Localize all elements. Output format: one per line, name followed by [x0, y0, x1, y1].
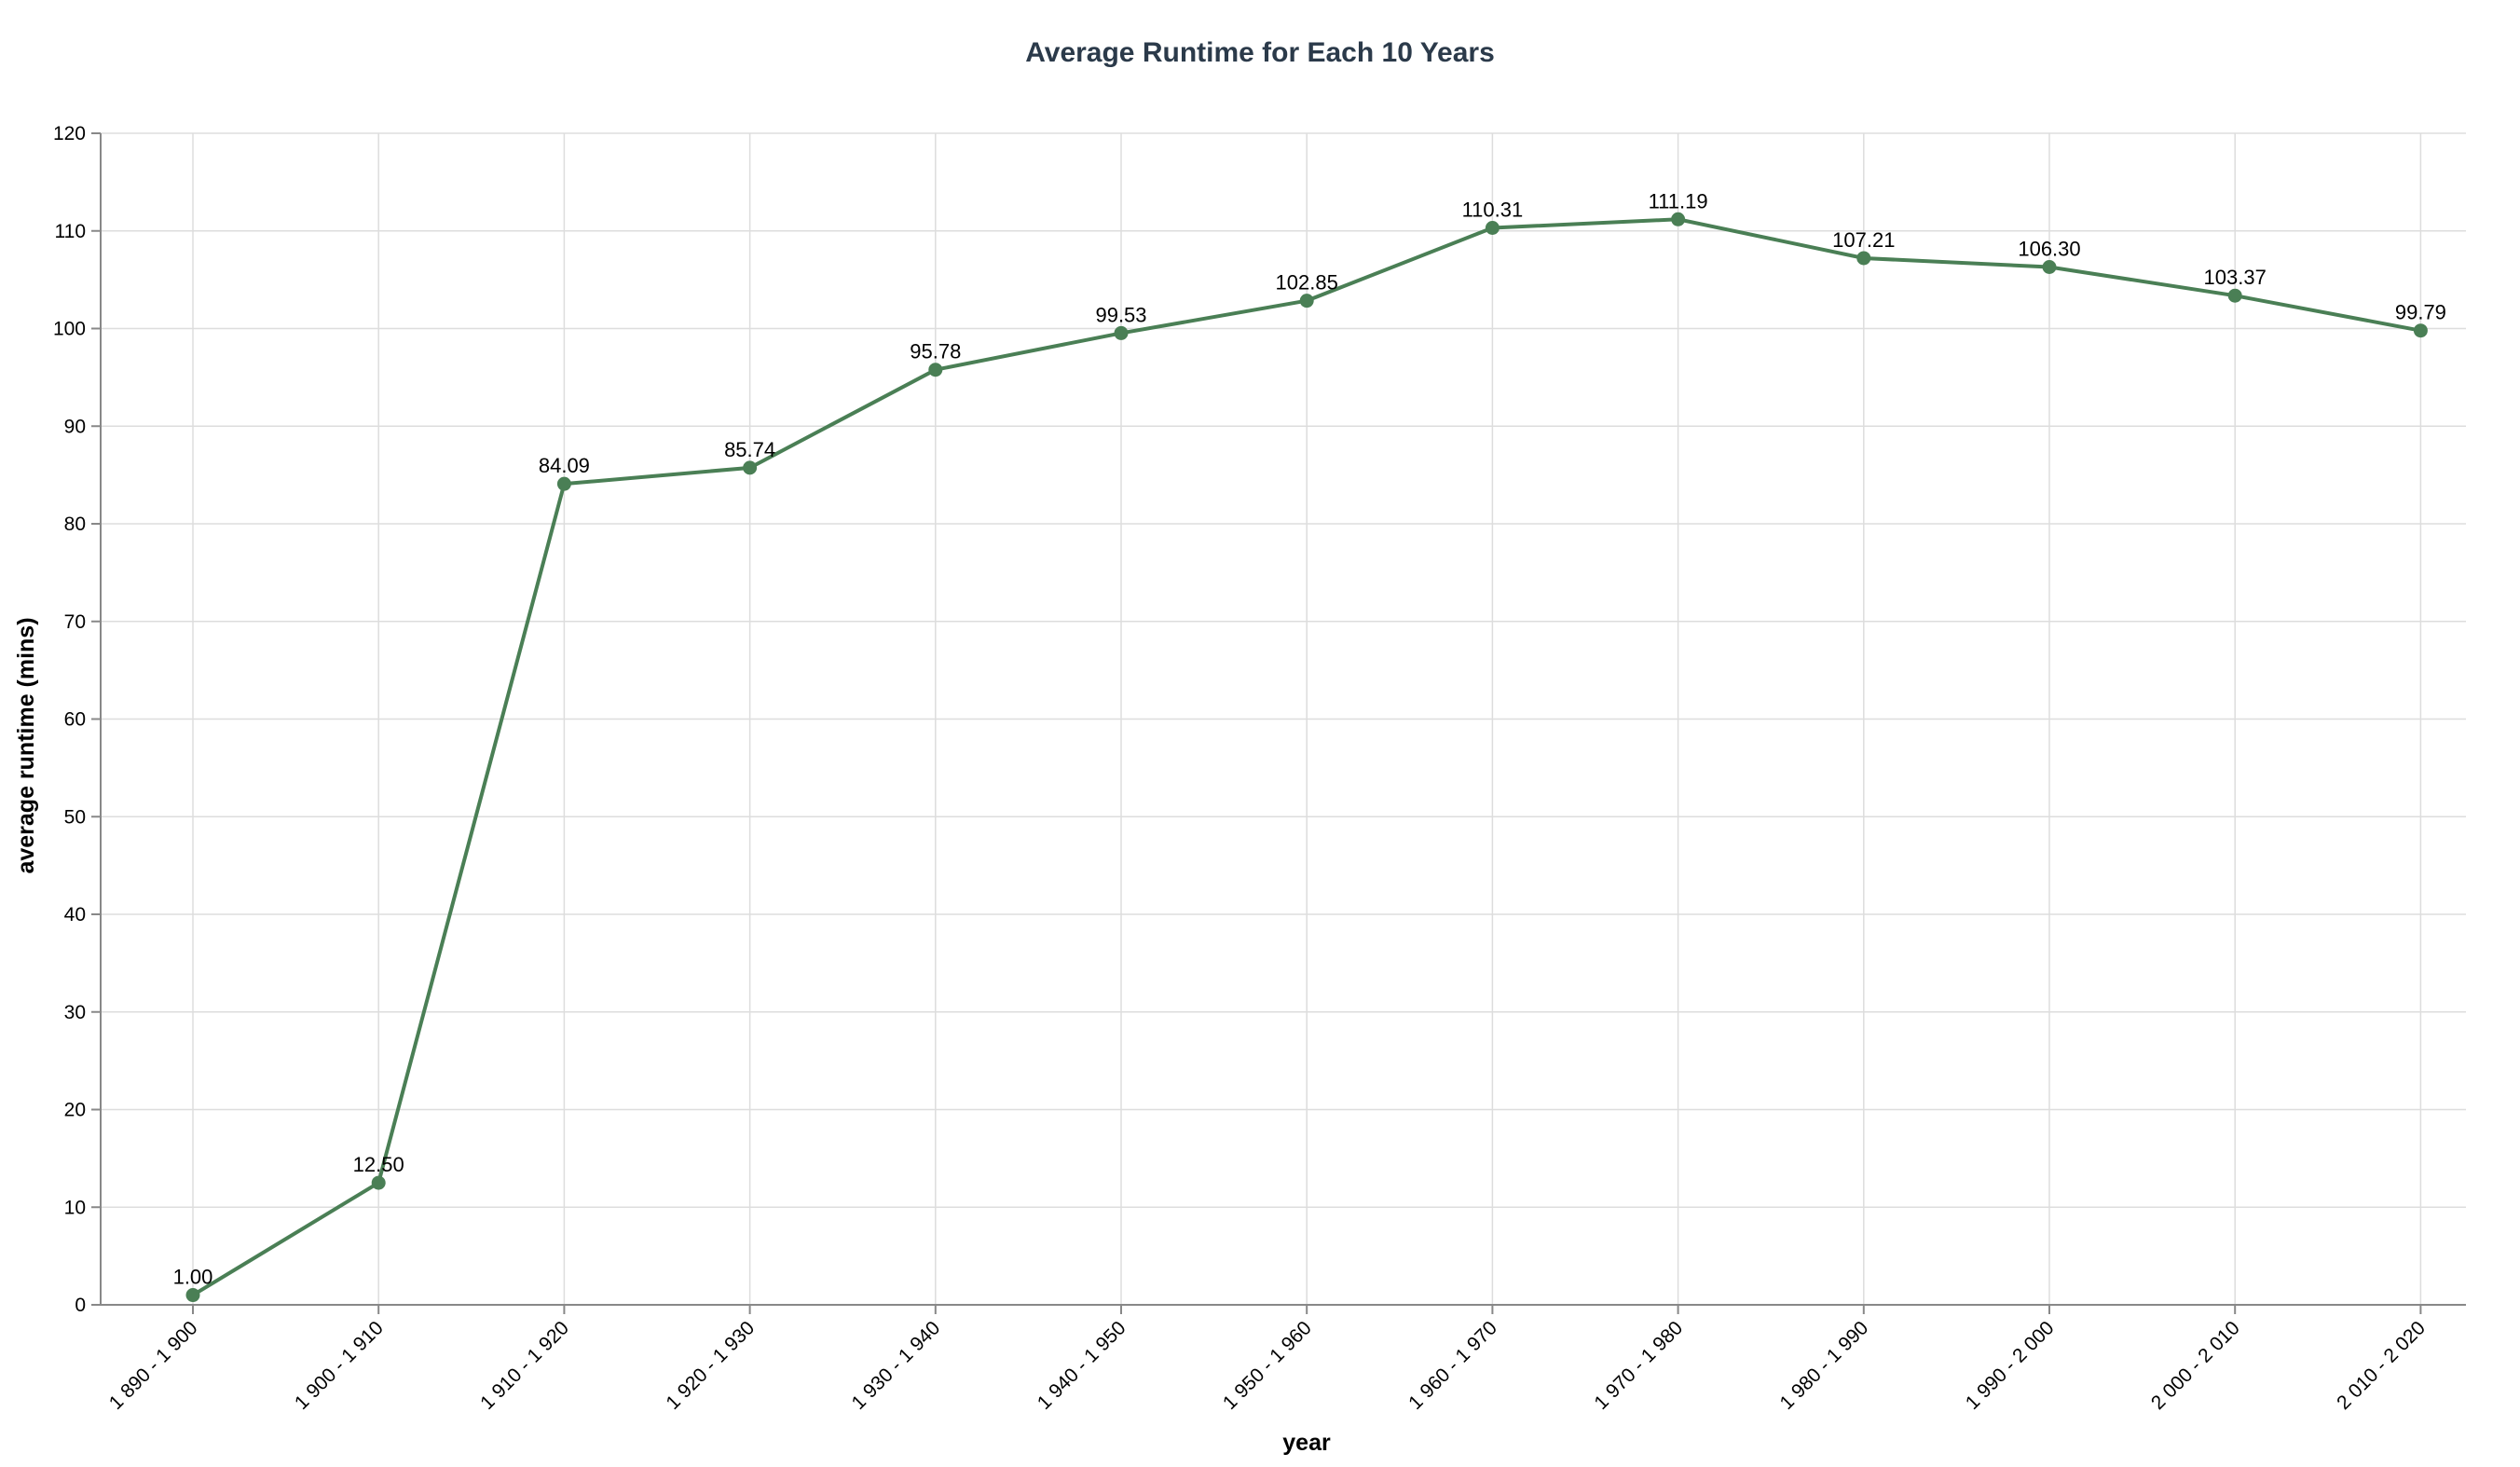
- x-tick-label: 1 970 - 1 980: [1590, 1317, 1687, 1414]
- x-tick-label: 2 010 - 2 020: [2333, 1317, 2430, 1414]
- x-tick-label: 1 930 - 1 940: [848, 1317, 945, 1414]
- data-label: 103.37: [2204, 266, 2267, 289]
- data-label: 85.74: [724, 438, 775, 461]
- data-point: [2413, 323, 2428, 338]
- y-tick-label: 110: [55, 221, 86, 242]
- data-point: [556, 476, 571, 491]
- chart-title: Average Runtime for Each 10 Years: [1025, 37, 1495, 68]
- data-label: 107.21: [1832, 228, 1895, 252]
- x-tick-label: 1 980 - 1 990: [1776, 1317, 1873, 1414]
- x-tick-label: 1 960 - 1 970: [1404, 1317, 1501, 1414]
- y-tick-label: 10: [64, 1197, 86, 1218]
- data-point: [1856, 251, 1871, 266]
- x-tick-label: 1 950 - 1 960: [1219, 1317, 1316, 1414]
- axes: 0 10 20 30 40 50 60 70 80 90 100 110 120 1 890 - 1 90…: [53, 123, 2466, 1414]
- y-tick-label: 90: [64, 416, 86, 437]
- y-tick-label: 50: [64, 806, 86, 828]
- data-label: 102.85: [1276, 271, 1338, 295]
- data-point: [1299, 294, 1314, 308]
- x-tick-label: 1 990 - 2 000: [1962, 1317, 2059, 1414]
- data-labels: 1.00 12.50 84.09 85.74 95.78 99.53 102.85 110.3…: [173, 189, 2446, 1288]
- data-label: 99.79: [2395, 301, 2446, 324]
- x-axis-title: year: [1282, 1430, 1331, 1456]
- y-axis-title: average runtime (mins): [13, 617, 39, 873]
- y-tick-label: 20: [64, 1100, 86, 1121]
- series: [185, 212, 2428, 1303]
- y-tick-label: 120: [53, 123, 86, 144]
- x-tick-label: 1 920 - 1 930: [662, 1317, 759, 1414]
- grid: [101, 132, 2466, 1306]
- x-tick-label: 1 910 - 1 920: [476, 1317, 573, 1414]
- data-label: 84.09: [539, 454, 590, 477]
- x-tick-label: 2 000 - 2 010: [2147, 1317, 2244, 1414]
- x-tick-label: 1 890 - 1 900: [105, 1317, 202, 1414]
- x-tick-label: 1 940 - 1 950: [1034, 1317, 1130, 1414]
- data-label: 106.30: [2018, 238, 2080, 261]
- data-point: [2042, 260, 2057, 275]
- y-tick-label: 0: [75, 1295, 86, 1316]
- data-label: 99.53: [1095, 303, 1146, 326]
- y-tick-label: 30: [64, 1002, 86, 1023]
- data-point: [371, 1175, 386, 1190]
- data-point: [185, 1288, 200, 1303]
- y-tick-label: 40: [64, 904, 86, 925]
- y-tick-label: 80: [64, 514, 86, 535]
- data-point: [743, 460, 758, 475]
- data-label: 110.31: [1462, 199, 1524, 222]
- y-tick-label: 60: [64, 709, 86, 731]
- data-point: [2227, 288, 2242, 303]
- data-point: [1485, 221, 1500, 236]
- data-point: [1114, 325, 1129, 340]
- data-label: 111.19: [1649, 189, 1708, 213]
- data-label: 95.78: [910, 340, 961, 363]
- y-tick-label: 100: [53, 319, 86, 340]
- data-label: 1.00: [173, 1266, 213, 1289]
- x-tick-label: 1 900 - 1 910: [291, 1317, 388, 1414]
- data-label: 12.50: [353, 1153, 404, 1176]
- data-point: [928, 363, 943, 377]
- y-tick-label: 70: [64, 611, 86, 633]
- data-point: [1671, 212, 1686, 226]
